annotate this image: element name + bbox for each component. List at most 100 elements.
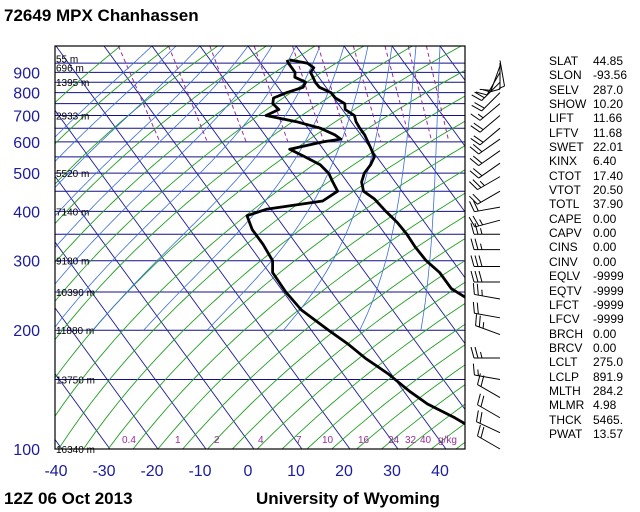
dry-adiabat bbox=[256, 281, 465, 449]
index-value: -93.56 bbox=[593, 68, 628, 83]
dry-adiabat bbox=[182, 215, 465, 449]
index-value: 13.57 bbox=[593, 426, 624, 441]
isotherm-line bbox=[55, 307, 159, 449]
index-row: CAPV 0.00 bbox=[549, 226, 639, 240]
index-key: CTOT bbox=[549, 168, 582, 183]
moist-adiabat bbox=[55, 46, 273, 285]
moist-adiabat bbox=[55, 46, 177, 163]
height-label: 13750 m bbox=[56, 376, 95, 387]
index-key: EQLV bbox=[549, 269, 581, 284]
mixing-ratio-line bbox=[352, 46, 382, 143]
index-row: SLON -93.56 bbox=[549, 68, 639, 82]
temperature-tick-label: -10 bbox=[188, 463, 211, 480]
height-label: 10390 m bbox=[56, 288, 95, 299]
index-key: LFCT bbox=[549, 297, 579, 312]
isotherm-line bbox=[247, 46, 465, 345]
index-key: SWET bbox=[549, 140, 584, 155]
height-label: 1395 m bbox=[56, 78, 89, 89]
mixing-ratio-line bbox=[117, 46, 161, 143]
index-row: LFCT -9999 bbox=[549, 298, 639, 312]
moist-adiabat bbox=[55, 46, 201, 189]
wind-barb bbox=[472, 363, 501, 381]
index-value: 44.85 bbox=[593, 54, 624, 68]
index-value: 287.0 bbox=[593, 82, 624, 97]
plot-frame bbox=[54, 45, 466, 450]
pressure-tick-label: 700 bbox=[13, 108, 40, 125]
index-key: CAPV bbox=[549, 226, 582, 241]
mixing-ratio-line bbox=[407, 46, 433, 143]
dry-adiabat bbox=[58, 95, 465, 449]
wind-barb bbox=[469, 190, 501, 205]
index-row: LCLP 891.9 bbox=[549, 370, 639, 384]
mixing-ratio-label: 7 bbox=[296, 435, 302, 446]
wind-barb bbox=[498, 60, 506, 90]
index-key: MLTH bbox=[549, 383, 581, 398]
pressure-tick-label: 900 bbox=[13, 65, 40, 82]
wind-barb bbox=[475, 314, 501, 336]
wind-barb bbox=[476, 393, 501, 419]
height-label: 7140 m bbox=[56, 207, 89, 218]
mixing-ratio-line bbox=[209, 46, 247, 143]
index-value: 17.40 bbox=[593, 168, 624, 183]
index-key: PWAT bbox=[549, 426, 583, 441]
index-value: 11.68 bbox=[593, 125, 623, 140]
mixing-ratio-label: 2 bbox=[214, 435, 220, 446]
index-key: LCLP bbox=[549, 369, 580, 384]
isotherm-line bbox=[391, 46, 465, 147]
dry-adiabat bbox=[107, 145, 465, 449]
mixing-ratio-label: 10 bbox=[322, 435, 334, 446]
height-label: 11880 m bbox=[56, 326, 94, 337]
wind-barb bbox=[470, 255, 500, 268]
moist-adiabat bbox=[92, 46, 321, 331]
index-key: BRCH bbox=[549, 326, 584, 341]
mixing-ratio-label: g/kg bbox=[438, 435, 457, 446]
index-value: 5465. bbox=[593, 412, 624, 427]
moist-adiabat bbox=[55, 46, 225, 217]
index-key: LFTV bbox=[549, 125, 579, 140]
height-label: 696 m bbox=[56, 64, 84, 75]
index-key: LIFT bbox=[549, 111, 574, 126]
index-row: LFCV -9999 bbox=[549, 312, 639, 326]
temperature-tick-label: 20 bbox=[335, 463, 353, 480]
wind-barb bbox=[470, 127, 501, 146]
mixing-ratio-label: 4 bbox=[258, 435, 264, 446]
pressure-tick-label: 100 bbox=[13, 442, 40, 459]
height-label: 16340 m bbox=[56, 445, 95, 456]
moist-adiabat bbox=[206, 46, 369, 331]
index-key: KINX bbox=[549, 154, 578, 169]
mixing-ratio-line bbox=[425, 46, 450, 143]
wind-barb bbox=[471, 92, 501, 112]
mixing-ratio-label: 32 bbox=[405, 435, 417, 446]
mixing-ratio-label: 0.4 bbox=[122, 435, 136, 446]
index-key: TOTL bbox=[549, 197, 580, 212]
mixing-ratio-label: 40 bbox=[420, 435, 432, 446]
index-value: 284.2 bbox=[593, 383, 624, 398]
index-key: SLAT bbox=[549, 54, 579, 68]
mixing-ratio-label: 16 bbox=[358, 435, 370, 446]
dry-adiabat bbox=[207, 238, 465, 449]
index-row: SWET 22.01 bbox=[549, 140, 639, 154]
wind-barb bbox=[469, 138, 501, 155]
dewpoint-profile bbox=[245, 59, 465, 426]
wind-barb bbox=[470, 115, 501, 133]
moist-adiabat bbox=[55, 46, 249, 249]
index-row: EQLV -9999 bbox=[549, 269, 639, 283]
pressure-tick-label: 600 bbox=[13, 135, 40, 152]
wind-barb bbox=[470, 103, 501, 121]
index-value: 275.0 bbox=[593, 355, 624, 370]
temperature-tick-label: -40 bbox=[44, 463, 67, 480]
index-key: CINV bbox=[549, 254, 578, 269]
dry-adiabat bbox=[55, 46, 170, 145]
wind-barb bbox=[469, 162, 501, 179]
index-row: PWAT 13.57 bbox=[549, 427, 639, 441]
index-value: -9999 bbox=[593, 269, 624, 284]
index-row: CTOT 17.40 bbox=[549, 169, 639, 183]
mixing-ratio-line bbox=[168, 46, 208, 143]
height-label: 2933 m bbox=[56, 111, 89, 122]
data-source: University of Wyoming bbox=[256, 489, 440, 508]
index-key: SLON bbox=[549, 68, 582, 83]
index-value: 0.00 bbox=[593, 211, 617, 226]
index-row: CAPE 0.00 bbox=[549, 212, 639, 226]
isotherm-line bbox=[55, 241, 207, 449]
